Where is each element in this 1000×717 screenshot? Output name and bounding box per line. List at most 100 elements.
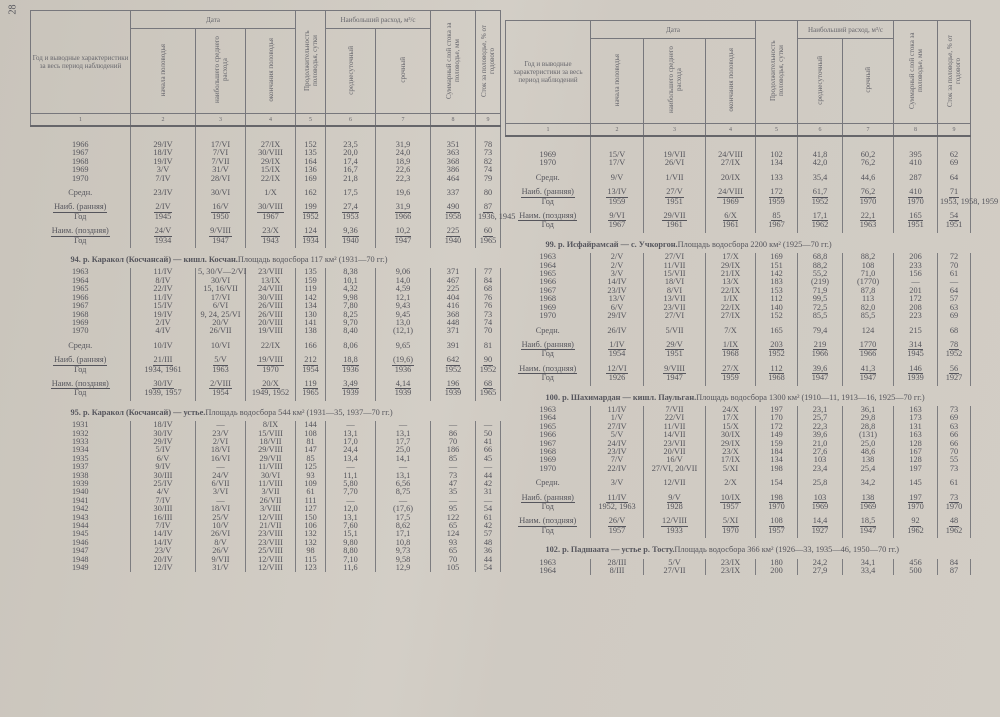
header-col-number-text: 2 bbox=[161, 116, 165, 123]
fraction-bottom: 1940 bbox=[342, 235, 359, 245]
year-row: 1964 8/III 27/VII 23/IX 200 27,9 33,4 500 87 bbox=[505, 566, 972, 576]
fraction-top: 24/V bbox=[153, 226, 173, 237]
extreme-row: Наиб. (ранняя) Год 11/IV 1952, 1963 9/V 1928 1… bbox=[505, 490, 972, 515]
table-cell: 23,5 bbox=[325, 126, 377, 150]
table-cell: 30/IV 1939, 1957 bbox=[130, 376, 196, 401]
fraction-top: 21/III bbox=[152, 355, 174, 366]
basin-area-info: Площадь водосбора 366 км² (1926—33, 1935… bbox=[674, 545, 900, 555]
fraction-top: 19/VIII bbox=[257, 355, 284, 366]
row-label: 1970 bbox=[30, 174, 131, 184]
fraction-bottom: 1927 bbox=[945, 373, 963, 383]
table-cell: 4,14 1939 bbox=[375, 376, 432, 401]
year-row: 1963 2/V 27/VI 17/X 169 68,8 88,2 206 72 bbox=[505, 252, 972, 262]
table-cell: 5/V 1963 bbox=[195, 353, 246, 377]
fraction-bottom: 1959 bbox=[768, 196, 785, 206]
fraction-top: 10,2 bbox=[394, 226, 412, 237]
row-label: Средн. bbox=[505, 320, 591, 338]
row-label: Наиб. (ранняя) Год bbox=[505, 337, 591, 362]
header-col-number: 1 bbox=[505, 123, 591, 137]
fraction-top: Наим. (поздняя) bbox=[518, 211, 578, 222]
fraction-top: 2/IV bbox=[154, 202, 172, 213]
fraction-top: (19,6) bbox=[392, 355, 415, 366]
row-label: 1970 bbox=[30, 326, 131, 336]
fraction-top: Наим. (поздняя) bbox=[518, 516, 578, 527]
header-date: Дата bbox=[129, 10, 297, 29]
fraction-top: 17,1 bbox=[811, 211, 829, 222]
fraction-top: 103 bbox=[812, 492, 828, 503]
table-cell: 215 bbox=[893, 320, 939, 338]
river-station-name: 95. р. Каракол (Косчансай) — устье. bbox=[70, 407, 206, 417]
header-runoff-percent: Сток за половодье, % от годового bbox=[475, 10, 502, 114]
table-cell: 9,36 1940 bbox=[325, 224, 377, 249]
table-cell: 23/VIII bbox=[244, 530, 297, 539]
table-cell: 9/V 1928 bbox=[643, 490, 706, 515]
table-cell: 6/X 1961 bbox=[704, 209, 757, 233]
row-label: Средн. bbox=[505, 473, 591, 491]
table-cell: 29/IX bbox=[244, 157, 297, 167]
table-cell: 12/IV bbox=[130, 563, 196, 573]
fraction-bottom: 1970 bbox=[907, 502, 924, 511]
header-col-number: 4 bbox=[704, 123, 757, 137]
table-cell: 2/IV 1945 bbox=[130, 200, 196, 225]
fraction-top: 12/VI bbox=[606, 363, 628, 375]
table-cell: 31 bbox=[475, 487, 502, 497]
table-cell: 25,4 bbox=[842, 464, 895, 474]
table-cell: 73 bbox=[937, 405, 972, 415]
extreme-row: Наим. (поздняя) Год 12/VI 1926 9/VIII 1947 27/… bbox=[505, 361, 972, 386]
table-cell: 8/III bbox=[590, 566, 644, 576]
fraction-top: 92 bbox=[910, 516, 921, 527]
fraction-top: 78 bbox=[948, 339, 960, 351]
table-cell: 57 bbox=[475, 530, 502, 539]
year-row: 1969 15/V 19/VII 24/VIII 102 41,8 60,2 395 62 bbox=[505, 136, 972, 160]
table-cell: 17/VI bbox=[195, 126, 246, 150]
table-cell: 17,1 1962 bbox=[797, 209, 844, 233]
header-col6-text: среднесуточный bbox=[816, 55, 825, 105]
table-cell: 92 1962 bbox=[893, 514, 939, 539]
table-cell: 18/VII bbox=[244, 437, 297, 447]
fraction-bottom: 1963 bbox=[859, 220, 877, 230]
table-cell: 17/X bbox=[704, 252, 757, 262]
table-cell: 15/IX bbox=[244, 165, 297, 175]
fraction-bottom: 1954 bbox=[212, 388, 229, 398]
row-label: 1970 bbox=[505, 464, 591, 474]
year-row: 1949 12/IV 31/V 12/VIII 123 11,6 12,9 105 54 bbox=[30, 563, 502, 573]
table-cell: 371 bbox=[430, 326, 477, 336]
table-cell: 41 bbox=[475, 437, 502, 447]
fraction-top: 6/X bbox=[723, 211, 738, 222]
table-cell: 24/V 1934 bbox=[130, 224, 196, 249]
fraction-bottom: 1949, 1952 bbox=[251, 388, 290, 398]
table-cell: 19/VIII 1970 bbox=[244, 353, 297, 377]
table-cell: 169 bbox=[295, 174, 327, 184]
mean-row: Средн. 26/IV 5/VII 7/X 165 79,4 124 215 68 bbox=[505, 320, 972, 338]
basin-area-info: Площадь водосбора 1300 км² (1910—11, 191… bbox=[696, 392, 925, 402]
table-cell: 1/IX bbox=[704, 294, 757, 304]
table-cell: 3/V bbox=[590, 473, 644, 491]
fraction-top: 26/V bbox=[607, 516, 627, 527]
table-cell: 102 bbox=[755, 136, 799, 160]
table-cell: 27/X 1959 bbox=[704, 361, 757, 386]
year-row: 1966 29/IV 17/VI 27/IX 152 23,5 31,9 351 78 bbox=[30, 126, 502, 150]
table-cell: 10,2 1947 bbox=[375, 224, 432, 249]
year-row: 1968 23/IV 20/VII 23/X 184 27,6 48,6 167 70 bbox=[505, 447, 972, 457]
fraction-bottom: 1954 bbox=[608, 349, 626, 359]
table-cell: 72 bbox=[937, 252, 972, 262]
fraction-top: 48 bbox=[948, 516, 960, 527]
table-cell: 31,9 bbox=[375, 126, 432, 150]
fraction-bottom: 1951 bbox=[945, 220, 963, 230]
table-cell: 2/X bbox=[704, 473, 757, 491]
fraction-top: 13/IV bbox=[606, 187, 628, 198]
fraction-top: 2/VIII bbox=[209, 378, 232, 390]
header-col-number-text: 5 bbox=[775, 126, 779, 133]
fraction-bottom: 1970 bbox=[722, 525, 739, 535]
section-title: 94. р. Каракол (Косчансай) — кишл. Косча… bbox=[31, 248, 501, 268]
table-cell: 64 bbox=[937, 167, 972, 186]
fraction-bottom: 1970 bbox=[907, 196, 924, 206]
header-col6-text: среднесуточный bbox=[346, 45, 355, 95]
table-cell: 45 bbox=[475, 454, 502, 464]
fraction-bottom: Год bbox=[541, 502, 554, 511]
fraction-top: 54 bbox=[948, 211, 960, 222]
table-cell: 8,40 bbox=[325, 326, 377, 336]
fraction-top: 1/IV bbox=[608, 339, 626, 351]
table-cell: 112 1968 bbox=[755, 361, 799, 386]
header-max-flow: Наибольший расход, м³/с bbox=[797, 20, 895, 39]
